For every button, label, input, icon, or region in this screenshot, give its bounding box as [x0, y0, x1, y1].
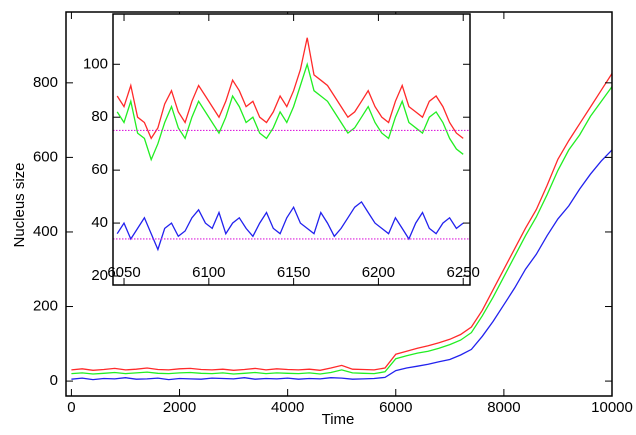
- data-line: [116, 200, 464, 252]
- plot-frame: [112, 13, 471, 286]
- y-tick-label: 80: [91, 108, 108, 125]
- y-tick-label: 60: [91, 161, 108, 178]
- data-line: [71, 149, 613, 381]
- x-tick-label: 6050: [107, 264, 140, 281]
- y-tick-label: 0: [50, 372, 58, 389]
- x-tick-label: 8000: [487, 399, 520, 416]
- y-tick-label: 100: [83, 55, 108, 72]
- y-axis-label: Nucleus size: [11, 162, 28, 247]
- x-tick-label: 4000: [271, 399, 304, 416]
- data-line: [71, 86, 613, 375]
- y-tick-label: 200: [33, 297, 58, 314]
- y-tick-label: 20: [91, 267, 108, 284]
- y-tick-label: 40: [91, 214, 108, 231]
- x-tick-label: 6100: [192, 264, 225, 281]
- x-tick-label: 6150: [277, 264, 310, 281]
- data-line: [116, 37, 464, 140]
- x-tick-label: 6200: [362, 264, 395, 281]
- y-tick-label: 800: [33, 74, 58, 91]
- y-tick-label: 400: [33, 223, 58, 240]
- x-tick-label: 0: [67, 399, 75, 416]
- x-tick-label: 6000: [379, 399, 412, 416]
- x-tick-label: 2000: [163, 399, 196, 416]
- plot-frame: [65, 11, 613, 397]
- plot-area: [113, 14, 470, 285]
- x-axis-label: Time: [322, 411, 355, 428]
- data-line: [71, 73, 613, 371]
- data-line: [116, 61, 464, 162]
- x-tick-label: 10000: [591, 399, 633, 416]
- y-tick-label: 600: [33, 148, 58, 165]
- x-tick-label: 6250: [447, 264, 480, 281]
